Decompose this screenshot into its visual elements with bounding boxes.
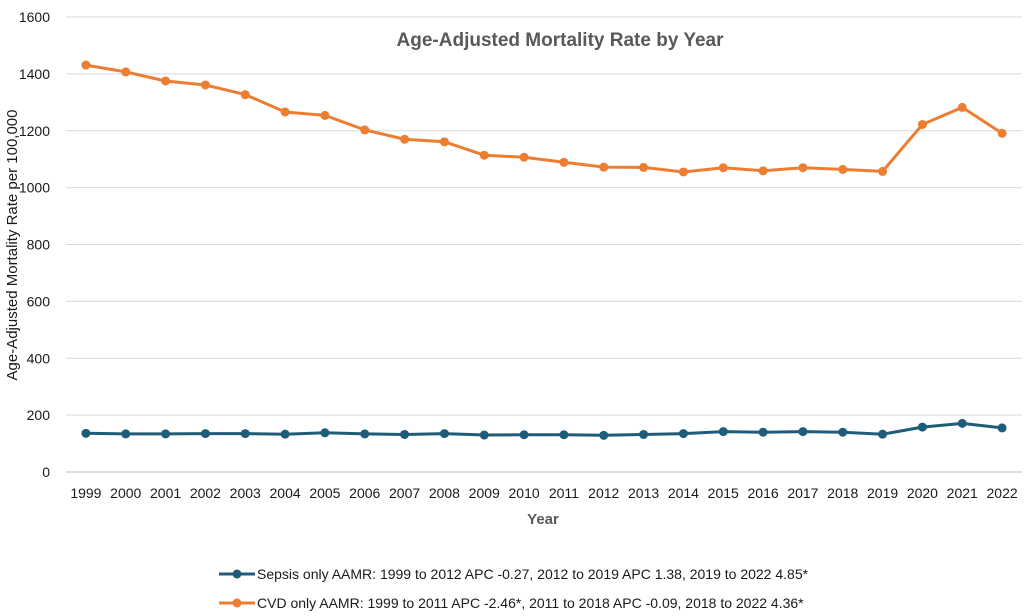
data-point [200,429,210,439]
x-tick-label: 2003 [230,485,261,501]
data-point [798,427,808,437]
y-tick-label: 1600 [19,9,50,25]
data-point [360,429,370,439]
legend-item-cvd: CVD only AAMR: 1999 to 2011 APC -2.46*, … [219,595,804,611]
data-point [639,429,649,439]
x-tick-label: 2006 [349,485,380,501]
x-tick-label: 2015 [708,485,739,501]
data-point [599,430,609,440]
y-tick-label: 400 [27,350,51,366]
data-point [320,110,330,120]
data-point [838,427,848,437]
data-point [280,429,290,439]
data-point [917,422,927,432]
x-axis-title: Year [527,511,559,528]
x-tick-label: 2014 [668,485,699,501]
data-point [439,137,449,147]
data-point [400,429,410,439]
x-tick-label: 2011 [549,485,579,501]
data-point [559,157,569,167]
data-point [917,119,927,129]
data-point [280,107,290,117]
data-point [758,427,768,437]
data-point [479,150,489,160]
data-point [718,163,728,173]
x-tick-label: 2021 [947,485,978,501]
x-tick-label: 2004 [270,485,301,501]
y-tick-label: 800 [27,237,51,253]
legend-swatch-marker [232,598,242,608]
y-tick-label: 1400 [19,66,50,82]
x-tick-label: 2018 [827,485,858,501]
data-point [161,429,171,439]
data-point [878,166,888,176]
x-tick-label: 2022 [987,485,1018,501]
x-tick-label: 2013 [628,485,659,501]
data-point [838,164,848,174]
x-tick-label: 2020 [907,485,938,501]
data-point [639,162,649,172]
data-point [519,430,529,440]
data-point [439,429,449,439]
legend-item-sepsis: Sepsis only AAMR: 1999 to 2012 APC -0.27… [219,566,809,582]
data-point [957,418,967,428]
data-point [81,60,91,70]
gridlines [66,16,1022,473]
x-tick-label: 1999 [70,485,101,501]
data-point [718,427,728,437]
data-point [121,429,131,439]
y-tick-label: 200 [27,407,51,423]
y-tick-label: 0 [42,464,50,480]
x-tick-label: 2019 [867,485,898,501]
data-point [121,67,131,77]
series-line-0 [85,421,1003,437]
legend: Sepsis only AAMR: 1999 to 2012 APC -0.27… [219,566,809,611]
data-point [479,430,489,440]
data-point [240,90,250,100]
series-lines [85,63,1003,437]
series-points [81,60,1007,440]
y-tick-label: 600 [27,293,51,309]
data-point [798,163,808,173]
x-axis-ticks: 1999 2000 2001 2002 2003 2004 2005 2006 2007 2008… [70,485,1018,501]
data-point [519,152,529,162]
x-tick-label: 2002 [190,485,221,501]
data-point [559,430,569,440]
data-point [599,162,609,172]
data-point [400,134,410,144]
data-point [957,102,967,112]
y-tick-label: 1000 [19,180,50,196]
data-point [161,76,171,86]
x-tick-label: 2016 [748,485,779,501]
x-tick-label: 2010 [509,485,540,501]
data-point [320,428,330,438]
y-tick-label: 1200 [19,123,50,139]
x-tick-label: 2012 [588,485,619,501]
data-point [758,166,768,176]
x-tick-label: 2008 [429,485,460,501]
legend-swatch-marker [232,569,242,579]
data-point [240,429,250,439]
data-point [878,429,888,439]
legend-label-cvd: CVD only AAMR: 1999 to 2011 APC -2.46*, … [257,595,804,611]
data-point [997,423,1007,433]
x-tick-label: 2009 [469,485,500,501]
data-point [360,125,370,135]
x-tick-label: 2001 [150,485,181,501]
legend-label-sepsis: Sepsis only AAMR: 1999 to 2012 APC -0.27… [257,566,809,582]
data-point [997,128,1007,138]
x-tick-label: 2000 [110,485,141,501]
y-axis-title: Age-Adjusted Mortality Rate per 100,000 [4,110,21,381]
data-point [200,80,210,90]
x-tick-label: 2005 [309,485,340,501]
data-point [678,429,688,439]
x-tick-label: 2007 [389,485,420,501]
data-point [678,167,688,177]
series-line-1 [85,63,1003,174]
data-point [81,428,91,438]
chart-title: Age-Adjusted Mortality Rate by Year [397,30,725,51]
y-axis-ticks: 0 200 400 600 800 1000 1200 1400 1600 [19,9,50,480]
x-tick-label: 2017 [787,485,818,501]
